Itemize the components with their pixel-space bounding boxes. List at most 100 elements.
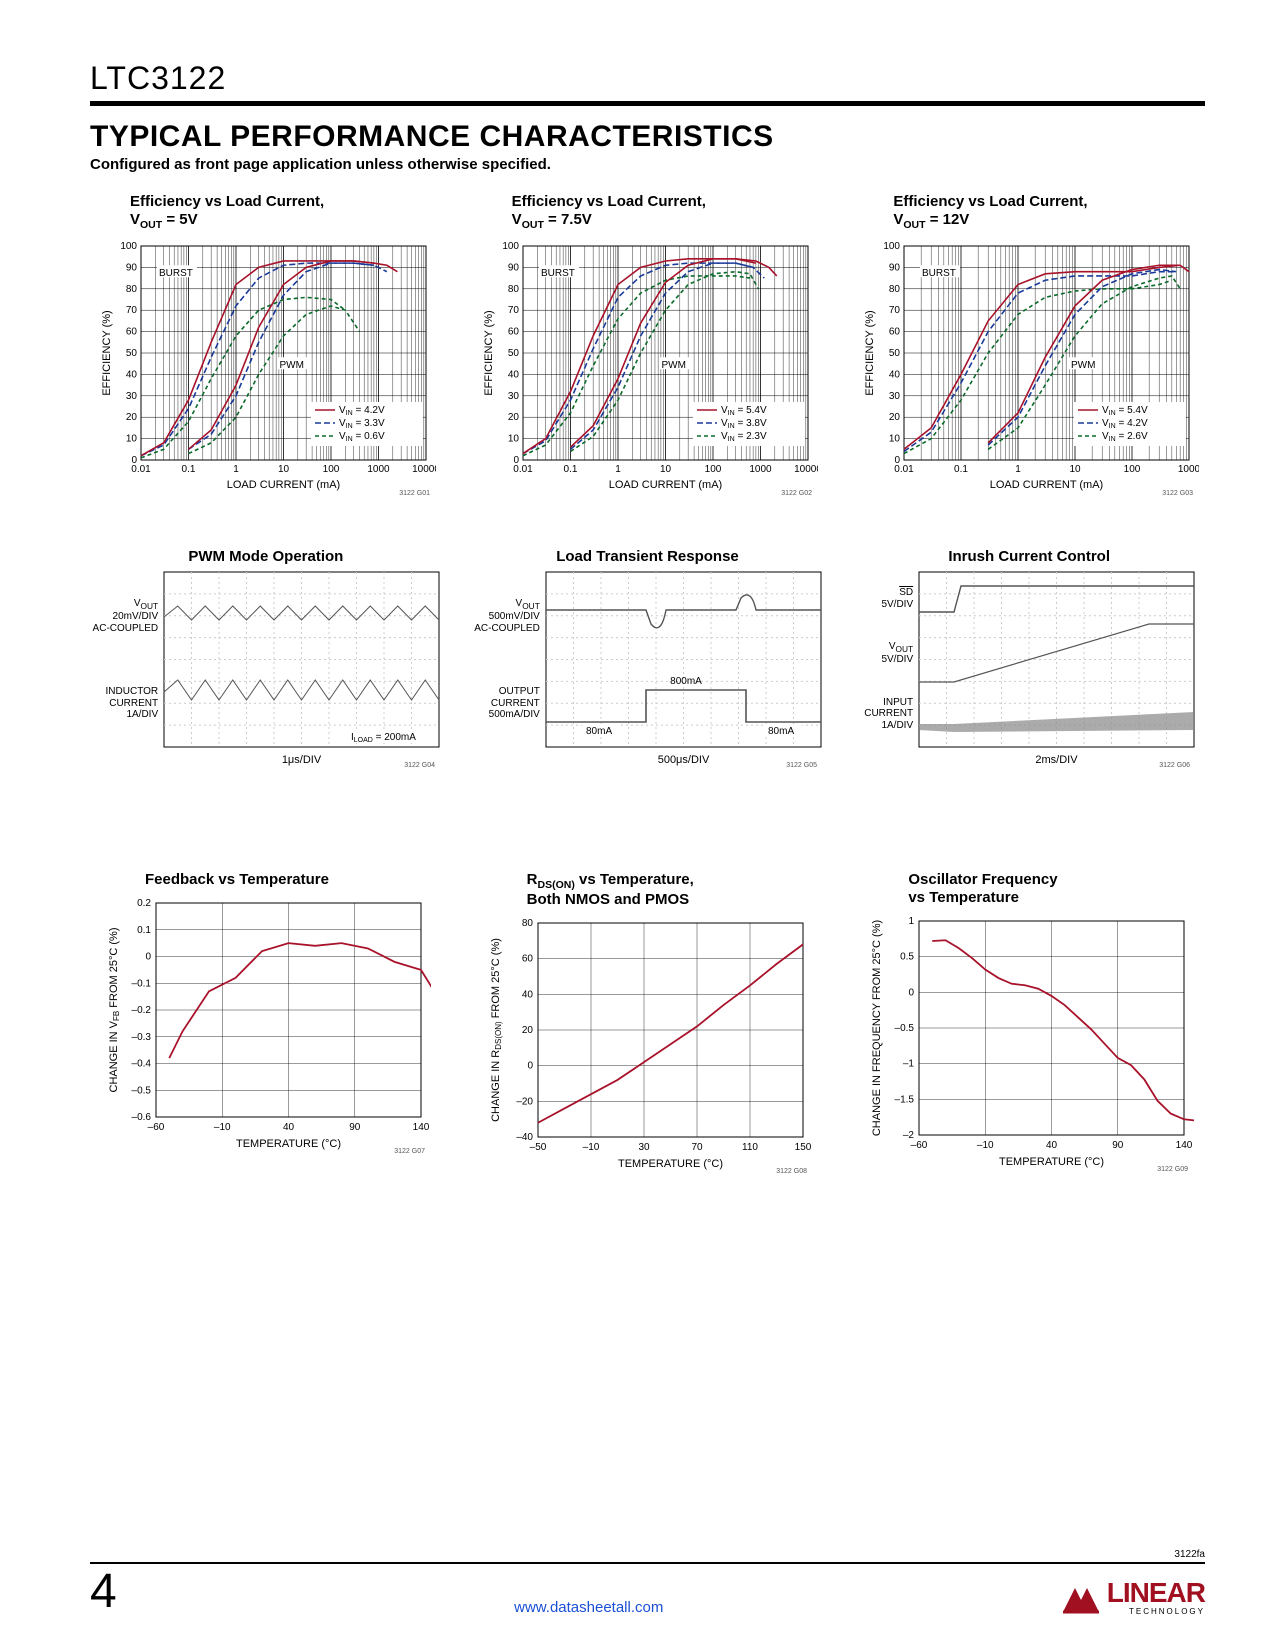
svg-text:50: 50 (889, 348, 901, 359)
charts-row-1: Efficiency vs Load Current,VOUT = 5V0102… (90, 193, 1205, 498)
svg-text:0.01: 0.01 (131, 464, 151, 475)
svg-text:40: 40 (1046, 1140, 1058, 1151)
scope-trace-label: SD5V/DIV (864, 587, 913, 610)
chart-title: PWM Mode Operation (90, 548, 442, 566)
chart-title: Oscillator Frequencyvs Temperature (853, 871, 1205, 907)
footer: 3122fa 4 www.datasheetall.com LINEAR TEC… (90, 1549, 1205, 1616)
svg-text:100: 100 (704, 464, 721, 475)
svg-text:20: 20 (521, 1025, 533, 1036)
svg-text:10: 10 (889, 433, 901, 444)
chart-cell: Inrush Current Control SD5V/DIVVOUT5V/DI… (853, 548, 1205, 771)
svg-text:3122 G01: 3122 G01 (399, 490, 430, 497)
svg-text:70: 70 (126, 305, 138, 316)
svg-text:–0.4: –0.4 (131, 1058, 151, 1069)
doc-rev: 3122fa (90, 1549, 1205, 1560)
svg-text:1000: 1000 (749, 464, 772, 475)
svg-text:1000: 1000 (1178, 464, 1199, 475)
svg-text:0.01: 0.01 (894, 464, 914, 475)
svg-text:500μs/DIV: 500μs/DIV (658, 754, 710, 766)
scope-chart: ILOAD = 200mA3122 G041μs/DIV (164, 572, 439, 771)
svg-text:BURST: BURST (159, 268, 193, 279)
linear-logo: LINEAR TECHNOLOGY (1061, 1580, 1205, 1616)
svg-text:–10: –10 (977, 1140, 994, 1151)
svg-text:80: 80 (521, 918, 533, 929)
temperature-chart: –0.6–0.5–0.4–0.3–0.2–0.100.10.2–60–10409… (101, 895, 431, 1155)
charts-row-3: Feedback vs Temperature–0.6–0.5–0.4–0.3–… (90, 871, 1205, 1176)
svg-text:3122 G04: 3122 G04 (404, 762, 435, 769)
chart-cell: RDS(ON) vs Temperature,Both NMOS and PMO… (472, 871, 824, 1176)
svg-text:0.2: 0.2 (137, 898, 151, 909)
svg-text:20: 20 (889, 412, 901, 423)
svg-text:3122 G03: 3122 G03 (1162, 490, 1193, 497)
svg-text:100: 100 (502, 241, 519, 252)
svg-text:60: 60 (507, 326, 519, 337)
svg-text:CHANGE IN RDS(ON) FROM 25°C (%: CHANGE IN RDS(ON) FROM 25°C (%) (490, 938, 503, 1122)
svg-text:–10: –10 (582, 1142, 599, 1153)
svg-text:EFFICIENCY (%): EFFICIENCY (%) (483, 310, 495, 395)
chart-cell: Efficiency vs Load Current,VOUT = 12V010… (853, 193, 1205, 498)
efficiency-chart: 01020304050607080901000.010.111010010001… (478, 238, 818, 498)
svg-text:0.1: 0.1 (954, 464, 968, 475)
svg-text:–1.5: –1.5 (895, 1094, 915, 1105)
svg-text:BURST: BURST (541, 268, 575, 279)
svg-text:0.1: 0.1 (181, 464, 195, 475)
scope-trace-label: VOUT500mV/DIVAC-COUPLED (474, 598, 540, 635)
svg-text:0: 0 (145, 951, 151, 962)
svg-text:40: 40 (521, 990, 533, 1001)
svg-text:150: 150 (794, 1142, 811, 1153)
logo-text: LINEAR (1107, 1577, 1205, 1608)
svg-text:80: 80 (889, 283, 901, 294)
footer-link[interactable]: www.datasheetall.com (514, 1599, 663, 1616)
chart-title: Inrush Current Control (853, 548, 1205, 566)
svg-text:0.1: 0.1 (137, 924, 151, 935)
svg-text:30: 30 (638, 1142, 650, 1153)
svg-text:0.01: 0.01 (513, 464, 533, 475)
svg-text:–0.5: –0.5 (895, 1023, 915, 1034)
svg-text:2ms/DIV: 2ms/DIV (1036, 754, 1079, 766)
svg-text:CHANGE IN FREQUENCY FROM 25°C: CHANGE IN FREQUENCY FROM 25°C (%) (871, 919, 883, 1135)
chart-title: Feedback vs Temperature (90, 871, 442, 889)
scope-trace-label: INPUTCURRENT1A/DIV (864, 697, 913, 732)
svg-text:40: 40 (126, 369, 138, 380)
svg-text:40: 40 (889, 369, 901, 380)
scope-trace-label: VOUT20mV/DIVAC-COUPLED (93, 598, 159, 635)
svg-text:80mA: 80mA (586, 726, 612, 737)
efficiency-chart: 01020304050607080901000.010.11101001000E… (859, 238, 1199, 498)
svg-text:70: 70 (691, 1142, 703, 1153)
svg-text:10: 10 (507, 433, 519, 444)
svg-text:90: 90 (349, 1122, 361, 1133)
svg-text:3122 G05: 3122 G05 (786, 762, 817, 769)
svg-text:–1: –1 (903, 1058, 915, 1069)
svg-text:PWM: PWM (661, 360, 685, 371)
svg-text:110: 110 (742, 1142, 758, 1153)
header-rule (90, 101, 1205, 106)
svg-text:10: 10 (659, 464, 671, 475)
svg-text:1μs/DIV: 1μs/DIV (282, 754, 322, 766)
svg-text:10: 10 (1070, 464, 1082, 475)
svg-text:50: 50 (126, 348, 138, 359)
chart-cell: Oscillator Frequencyvs Temperature–2–1.5… (853, 871, 1205, 1176)
svg-text:10: 10 (278, 464, 290, 475)
svg-text:TEMPERATURE (°C): TEMPERATURE (°C) (617, 1158, 722, 1170)
svg-text:–0.3: –0.3 (131, 1031, 151, 1042)
svg-text:20: 20 (507, 412, 519, 423)
chart-cell: PWM Mode Operation VOUT20mV/DIVAC-COUPLE… (90, 548, 442, 771)
svg-text:TEMPERATURE (°C): TEMPERATURE (°C) (236, 1138, 341, 1150)
svg-text:100: 100 (120, 241, 137, 252)
svg-text:–20: –20 (516, 1097, 533, 1108)
svg-text:50: 50 (507, 348, 519, 359)
chart-cell: Feedback vs Temperature–0.6–0.5–0.4–0.3–… (90, 871, 442, 1176)
svg-text:30: 30 (507, 390, 519, 401)
svg-text:60: 60 (889, 326, 901, 337)
chart-title: RDS(ON) vs Temperature,Both NMOS and PMO… (472, 871, 824, 910)
svg-text:30: 30 (126, 390, 138, 401)
svg-text:0.5: 0.5 (900, 951, 914, 962)
svg-text:–60: –60 (147, 1122, 164, 1133)
svg-text:–60: –60 (911, 1140, 928, 1151)
svg-text:BURST: BURST (922, 268, 956, 279)
chart-cell: Efficiency vs Load Current,VOUT = 5V0102… (90, 193, 442, 498)
page-number: 4 (90, 1568, 117, 1616)
svg-text:70: 70 (507, 305, 519, 316)
svg-text:0: 0 (909, 987, 915, 998)
svg-text:0: 0 (527, 1061, 533, 1072)
